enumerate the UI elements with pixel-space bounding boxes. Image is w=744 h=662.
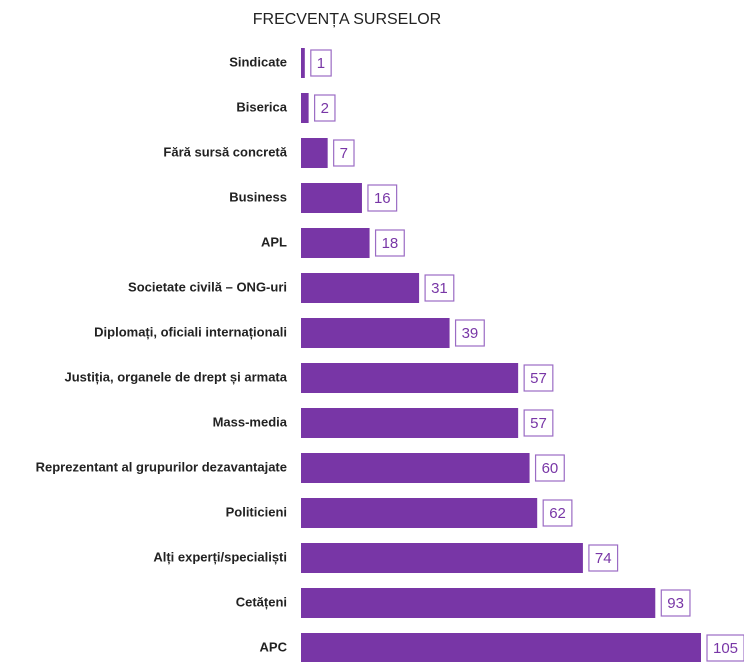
bar (301, 498, 538, 528)
value-label-box (367, 184, 398, 212)
bar (301, 318, 450, 348)
value-label: 39 (462, 325, 479, 342)
value-label-box (588, 544, 619, 572)
category-label: APC (260, 639, 288, 654)
category-label: Politicieni (226, 504, 287, 519)
value-label: 93 (667, 595, 684, 612)
value-label-box (314, 94, 336, 122)
value-label: 105 (713, 640, 738, 657)
value-label: 18 (382, 235, 399, 252)
value-label: 60 (542, 460, 559, 477)
value-label-box (534, 454, 565, 482)
bar (301, 138, 328, 168)
value-label-box (454, 319, 485, 347)
value-label-box (660, 589, 691, 617)
category-label: Alți experți/specialiști (153, 549, 287, 564)
category-label: Sindicate (229, 54, 287, 69)
category-label: Reprezentant al grupurilor dezavantajate (36, 459, 287, 474)
category-label: APL (261, 234, 287, 249)
bar (301, 273, 420, 303)
value-label: 57 (530, 415, 547, 432)
bar (301, 93, 309, 123)
category-label: Biserica (236, 99, 287, 114)
chart-title: FRECVENȚA SURSELOR (253, 11, 441, 28)
value-label: 74 (595, 550, 612, 567)
bar (301, 408, 519, 438)
value-label-box (333, 139, 355, 167)
value-label-box (523, 364, 554, 392)
value-label: 62 (549, 505, 566, 522)
value-label-box (523, 409, 554, 437)
category-label: Justiția, organele de drept și armata (64, 369, 287, 384)
bar (301, 453, 530, 483)
value-label-box (706, 634, 744, 662)
value-label: 57 (530, 370, 547, 387)
category-label: Mass-media (213, 414, 288, 429)
category-label: Business (229, 189, 287, 204)
value-label: 16 (374, 190, 391, 207)
bar (301, 183, 362, 213)
value-label: 7 (340, 145, 348, 162)
value-label: 1 (317, 55, 325, 72)
value-label-box (374, 229, 405, 257)
category-label: Societate civilă – ONG-uri (128, 279, 287, 294)
value-label-box (424, 274, 455, 302)
bar (301, 228, 370, 258)
category-label: Cetățeni (236, 594, 287, 609)
value-label-box (310, 49, 332, 77)
bar (301, 633, 701, 662)
value-label: 31 (431, 280, 448, 297)
category-label: Fără sursă concretă (163, 144, 287, 159)
value-label-box (542, 499, 573, 527)
category-label: Diplomați, oficiali internaționali (94, 324, 287, 339)
bar (301, 363, 519, 393)
value-label: 2 (321, 100, 329, 117)
bar (301, 543, 583, 573)
bar (301, 48, 305, 78)
bar (301, 588, 656, 618)
